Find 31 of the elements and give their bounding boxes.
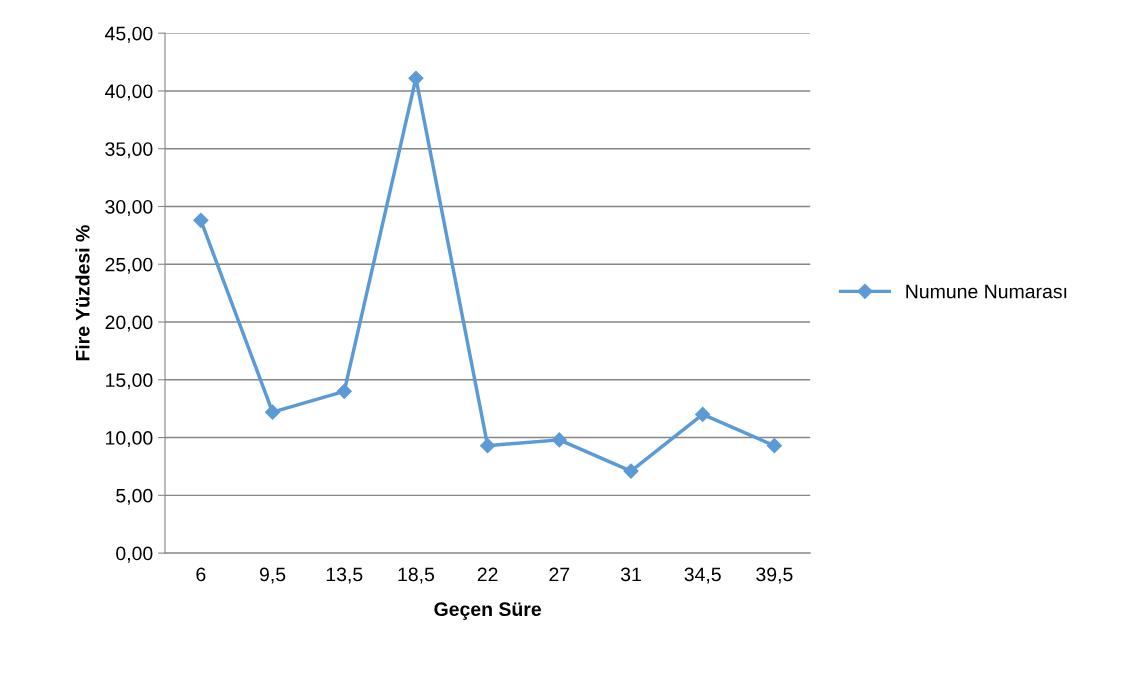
y-axis-title: Fire Yüzdesi %: [75, 225, 90, 361]
point: [480, 438, 496, 454]
point: [623, 463, 639, 479]
y-tick-label: 40,00: [105, 84, 153, 101]
y-tick-label: 0,00: [116, 546, 153, 563]
point: [551, 432, 567, 448]
point: [695, 406, 711, 423]
x-axis-title: Geçen Süre: [434, 602, 541, 620]
x-tick-label: 27: [549, 567, 570, 582]
point: [336, 383, 352, 399]
x-tick-label: 39,5: [756, 567, 793, 584]
y-tick-label: 30,00: [105, 199, 153, 217]
legend-label: Numune Numarası: [906, 284, 1067, 299]
y-tick-label: 25,00: [105, 257, 153, 274]
x-tick-label: 6: [196, 567, 206, 582]
y-tick-label: 45,00: [105, 26, 153, 43]
point: [193, 212, 209, 228]
x-tick-label: 9,5: [259, 567, 286, 584]
x-tick-label: 22: [477, 567, 498, 582]
y-tick-label: 15,00: [106, 373, 153, 390]
point: [264, 404, 281, 420]
point: [766, 438, 782, 454]
y-tick-label: 10,00: [106, 431, 153, 448]
y-tick-label: 20,00: [105, 315, 153, 332]
x-tick-label: 34,5: [684, 567, 721, 584]
x-tick-label: 18,5: [398, 567, 435, 584]
x-tick-label: 13,5: [326, 567, 363, 584]
x-tick-label: 31: [620, 567, 641, 582]
point: [408, 70, 424, 86]
y-tick-label: 35,00: [105, 142, 153, 159]
y-tick-label: 5,00: [116, 488, 153, 505]
